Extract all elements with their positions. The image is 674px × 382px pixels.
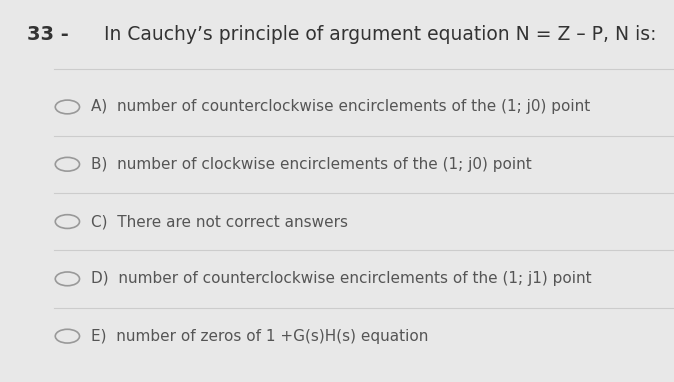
Text: D)  number of counterclockwise encirclements of the (1; j1) point: D) number of counterclockwise encircleme… (91, 271, 592, 286)
Text: E)  number of zeros of 1 +G(s)H(s) equation: E) number of zeros of 1 +G(s)H(s) equati… (91, 329, 429, 344)
Text: In Cauchy’s principle of argument equation N = Z – P, N is:: In Cauchy’s principle of argument equati… (104, 25, 657, 44)
Text: 33 -: 33 - (27, 25, 69, 44)
Text: B)  number of clockwise encirclements of the (1; j0) point: B) number of clockwise encirclements of … (91, 157, 532, 172)
Text: C)  There are not correct answers: C) There are not correct answers (91, 214, 348, 229)
Text: A)  number of counterclockwise encirclements of the (1; j0) point: A) number of counterclockwise encircleme… (91, 99, 590, 115)
